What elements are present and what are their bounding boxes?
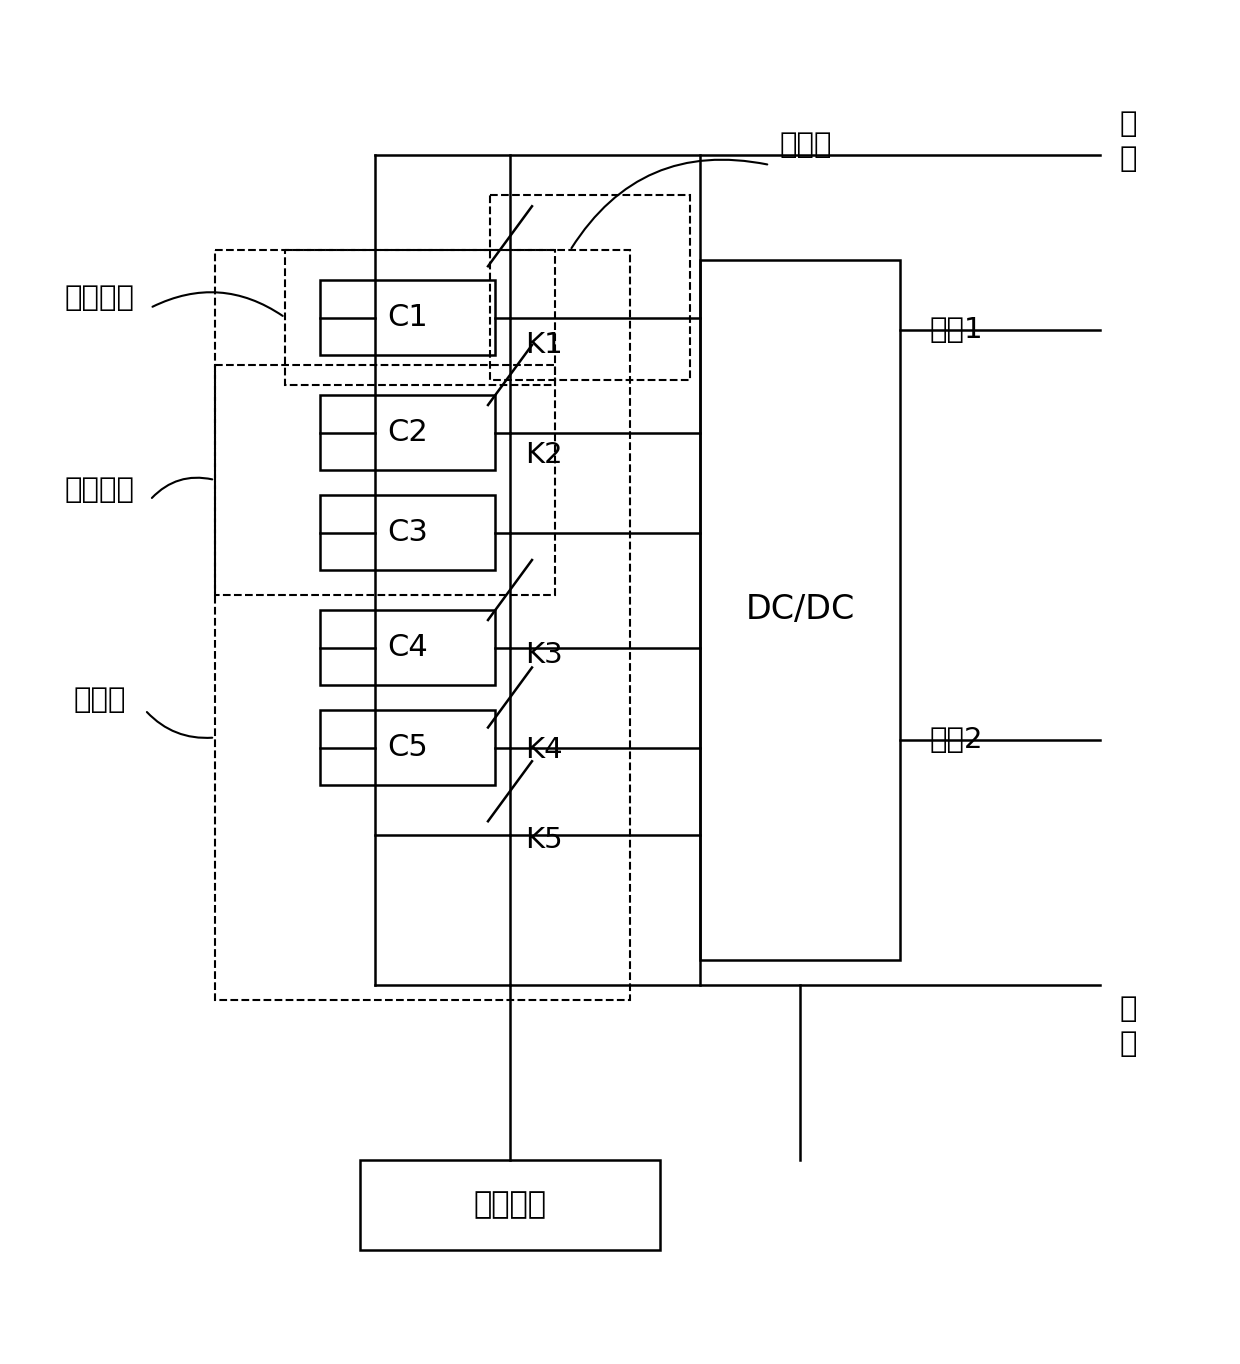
Bar <box>320 280 495 355</box>
Text: C3: C3 <box>387 518 428 547</box>
Bar <box>285 250 556 385</box>
Text: K3: K3 <box>525 641 563 668</box>
Bar <box>360 1159 660 1249</box>
Text: C2: C2 <box>387 417 428 447</box>
Text: 单体电池: 单体电池 <box>64 476 135 505</box>
Text: C4: C4 <box>387 633 428 662</box>
Bar <box>320 495 495 570</box>
Bar <box>320 610 495 685</box>
Text: K2: K2 <box>525 441 563 469</box>
Text: 控制单元: 控制单元 <box>474 1191 547 1219</box>
Bar <box>490 195 689 381</box>
Text: 电池组: 电池组 <box>73 686 126 713</box>
Text: 开关组: 开关组 <box>780 131 832 160</box>
Text: C1: C1 <box>387 303 428 331</box>
Bar <box>701 261 900 960</box>
Text: K5: K5 <box>525 827 563 854</box>
Text: 总
负: 总 负 <box>1120 994 1137 1057</box>
Bar <box>320 711 495 786</box>
Text: 输出1: 输出1 <box>930 316 983 344</box>
Text: 总
正: 总 正 <box>1120 110 1137 173</box>
Text: C5: C5 <box>387 732 428 762</box>
Text: DC/DC: DC/DC <box>745 593 854 626</box>
Text: 电池单元: 电池单元 <box>64 284 135 312</box>
Bar <box>215 366 556 595</box>
Text: 输出2: 输出2 <box>930 726 983 754</box>
Bar <box>320 396 495 471</box>
Text: K1: K1 <box>525 331 563 359</box>
Text: K4: K4 <box>525 737 563 764</box>
Bar <box>215 250 630 1000</box>
